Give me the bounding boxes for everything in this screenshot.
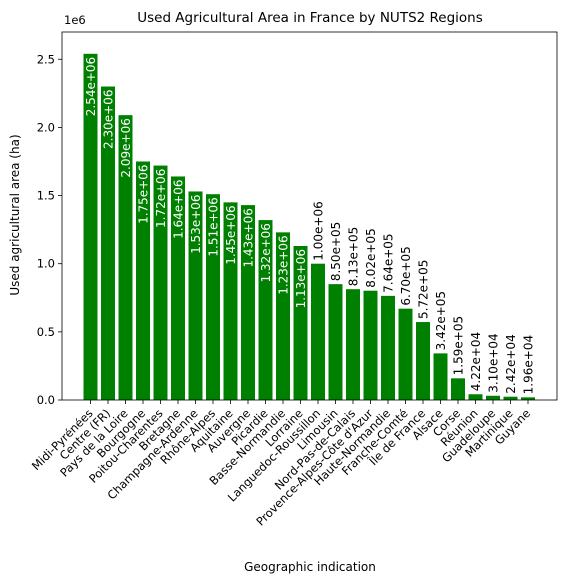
bar — [153, 165, 168, 400]
bar — [136, 161, 150, 400]
data-label: 1.43e+06 — [242, 208, 256, 267]
bar — [503, 396, 518, 400]
bar — [83, 53, 98, 401]
data-label: 1.64e+06 — [172, 179, 186, 238]
bar — [223, 202, 238, 400]
y-axis-ticks: 0.0 0.5 1.0 1.5 2.0 2.5 — [37, 52, 62, 407]
bar — [486, 395, 500, 400]
data-label: 1.32e+06 — [259, 223, 273, 282]
bar — [188, 191, 203, 400]
data-label: 3.10e+04 — [487, 333, 501, 392]
y-tick-label: 1.0 — [37, 257, 55, 271]
y-tick-label: 0.5 — [37, 325, 55, 339]
bar — [101, 86, 115, 400]
data-label: 1.23e+06 — [277, 235, 291, 294]
bar — [433, 353, 448, 400]
data-label: 2.30e+06 — [102, 90, 116, 149]
data-label: 1.96e+04 — [522, 335, 536, 394]
bar — [521, 397, 535, 400]
data-label: 6.70e+05 — [399, 246, 413, 305]
data-label: 8.13e+05 — [347, 227, 361, 286]
y-tick-label: 2.0 — [37, 120, 55, 134]
bar — [363, 290, 378, 400]
bar — [241, 205, 255, 400]
data-label: 4.22e+04 — [469, 332, 483, 391]
bar — [381, 295, 395, 400]
bar — [451, 378, 465, 400]
bar — [398, 308, 413, 400]
bar — [258, 220, 273, 400]
data-label: 1.75e+06 — [137, 164, 151, 223]
bar — [206, 194, 220, 400]
chart-title: Used Agricultural Area in France by NUTS… — [137, 10, 483, 26]
bar — [416, 322, 430, 400]
data-label: 2.54e+06 — [84, 57, 98, 116]
bar — [276, 232, 290, 400]
y-axis-label: Used agricultural area (ha) — [8, 134, 22, 295]
data-label: 1.51e+06 — [207, 197, 221, 256]
y-axis-offset-label: 1e6 — [64, 13, 86, 27]
bars-layer — [83, 53, 535, 401]
x-axis-label: Geographic indication — [244, 560, 376, 574]
data-label: 1.72e+06 — [154, 169, 168, 228]
data-labels: 2.54e+06 2.30e+06 2.09e+06 1.75e+06 1.72e+06… — [84, 57, 536, 395]
bar — [311, 263, 325, 400]
data-label: 2.09e+06 — [119, 118, 133, 177]
plot-frame — [61, 31, 558, 401]
bar — [328, 284, 343, 400]
data-label: 5.72e+05 — [417, 260, 431, 319]
data-label: 1.53e+06 — [189, 194, 203, 253]
y-tick-label: 1.5 — [37, 189, 55, 203]
bar — [346, 289, 360, 400]
bar — [171, 176, 185, 400]
y-tick-label: 2.5 — [37, 52, 55, 66]
bar — [468, 394, 483, 400]
data-label: 2.42e+04 — [504, 334, 518, 393]
data-label: 1.59e+05 — [452, 316, 466, 375]
bar — [118, 115, 133, 400]
data-label: 1.45e+06 — [224, 205, 238, 264]
data-label: 3.42e+05 — [434, 291, 448, 350]
y-tick-label: 0.0 — [37, 393, 55, 407]
data-label: 7.64e+05 — [382, 233, 396, 292]
data-label: 8.02e+05 — [364, 228, 378, 287]
data-label: 8.50e+05 — [329, 222, 343, 281]
bar — [293, 245, 308, 400]
data-label: 1.00e+06 — [312, 201, 326, 260]
data-label: 1.13e+06 — [294, 249, 308, 308]
